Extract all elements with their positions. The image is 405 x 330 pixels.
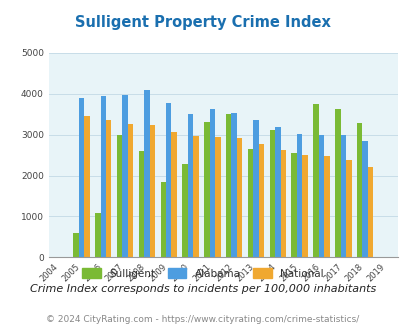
Bar: [171, 132, 177, 257]
Legend: Sulligent, Alabama, National: Sulligent, Alabama, National: [78, 264, 327, 283]
Text: Crime Index corresponds to incidents per 100,000 inhabitants: Crime Index corresponds to incidents per…: [30, 284, 375, 294]
Bar: [204, 122, 209, 257]
Bar: [209, 109, 215, 257]
Bar: [226, 114, 231, 257]
Bar: [144, 90, 149, 257]
Bar: [313, 104, 318, 257]
Bar: [269, 130, 275, 257]
Bar: [215, 137, 220, 257]
Bar: [128, 124, 133, 257]
Bar: [362, 141, 367, 257]
Bar: [302, 155, 307, 257]
Bar: [291, 153, 296, 257]
Bar: [139, 151, 144, 257]
Bar: [84, 116, 90, 257]
Bar: [367, 167, 373, 257]
Bar: [247, 149, 253, 257]
Text: © 2024 CityRating.com - https://www.cityrating.com/crime-statistics/: © 2024 CityRating.com - https://www.city…: [46, 315, 359, 324]
Bar: [345, 160, 351, 257]
Bar: [95, 213, 100, 257]
Bar: [253, 120, 258, 257]
Bar: [318, 135, 324, 257]
Bar: [231, 114, 237, 257]
Bar: [340, 135, 345, 257]
Text: Sulligent Property Crime Index: Sulligent Property Crime Index: [75, 15, 330, 30]
Bar: [73, 233, 79, 257]
Bar: [275, 127, 280, 257]
Bar: [188, 114, 193, 257]
Bar: [182, 164, 188, 257]
Bar: [117, 135, 122, 257]
Bar: [334, 109, 340, 257]
Bar: [237, 138, 242, 257]
Bar: [160, 182, 166, 257]
Bar: [280, 150, 286, 257]
Bar: [296, 134, 302, 257]
Bar: [166, 103, 171, 257]
Bar: [100, 96, 106, 257]
Bar: [149, 125, 155, 257]
Bar: [122, 94, 128, 257]
Bar: [79, 98, 84, 257]
Bar: [106, 120, 111, 257]
Bar: [193, 136, 198, 257]
Bar: [356, 123, 362, 257]
Bar: [258, 145, 264, 257]
Bar: [324, 156, 329, 257]
